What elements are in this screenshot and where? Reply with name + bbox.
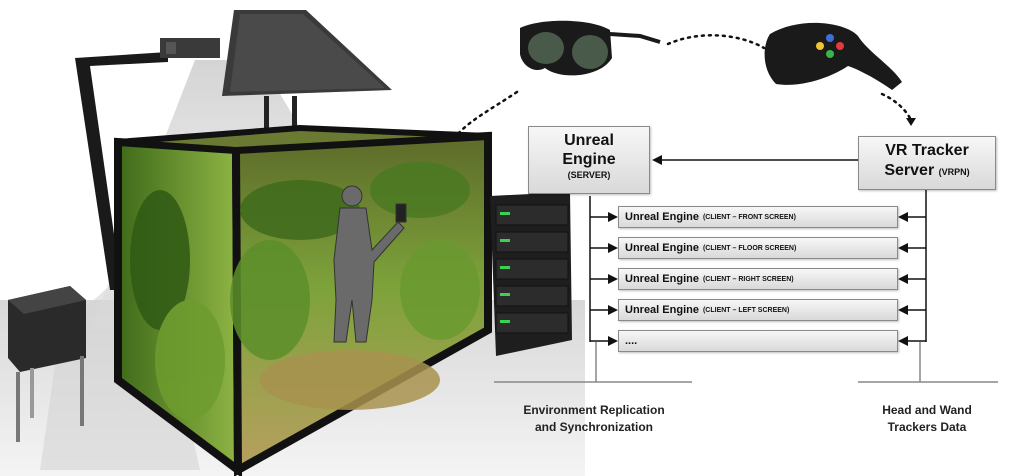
caption-right-line2: Trackers Data bbox=[887, 420, 967, 434]
floor-projector bbox=[8, 286, 86, 442]
tracker-server-box: VR Tracker Server (VRPN) bbox=[858, 136, 996, 190]
cave-back-wall bbox=[117, 124, 489, 154]
server-box: Unreal Engine (SERVER) bbox=[528, 126, 650, 194]
caption-environment-replication: Environment Replication and Synchronizat… bbox=[494, 402, 694, 436]
client-name: Unreal Engine bbox=[625, 211, 699, 223]
glasses-wand-link bbox=[666, 34, 766, 50]
server-rack bbox=[490, 192, 572, 356]
user-silhouette bbox=[333, 185, 407, 343]
client-box-left: Unreal Engine (CLIENT – LEFT SCREEN) bbox=[618, 299, 898, 321]
client-name: Unreal Engine bbox=[625, 273, 699, 285]
network-lines bbox=[494, 159, 998, 383]
overhead-projector-rig bbox=[75, 10, 392, 290]
client-role: (CLIENT – LEFT SCREEN) bbox=[702, 306, 790, 314]
tracker-title-line2: Server bbox=[884, 162, 935, 179]
caption-trackers-data: Head and Wand Trackers Data bbox=[852, 402, 1002, 436]
server-subtitle: (SERVER) bbox=[567, 170, 611, 180]
caption-left-line1: Environment Replication bbox=[523, 403, 665, 417]
client-box-right: Unreal Engine (CLIENT – RIGHT SCREEN) bbox=[618, 268, 898, 290]
caption-left-line2: and Synchronization bbox=[534, 420, 653, 434]
tracker-subtitle: (VRPN) bbox=[938, 167, 970, 177]
client-box-more: .... bbox=[618, 330, 898, 352]
client-box-front: Unreal Engine (CLIENT – FRONT SCREEN) bbox=[618, 206, 898, 228]
tracker-title-line1: VR Tracker bbox=[885, 142, 969, 159]
glasses-cave-link bbox=[454, 90, 519, 138]
client-name: .... bbox=[625, 335, 638, 347]
client-role: (CLIENT – FRONT SCREEN) bbox=[702, 213, 796, 221]
server-title-line2: Engine bbox=[562, 151, 616, 168]
client-name: Unreal Engine bbox=[625, 304, 699, 316]
3d-glasses bbox=[520, 20, 661, 76]
cave-display bbox=[114, 124, 492, 476]
caption-right-line1: Head and Wand bbox=[882, 403, 972, 417]
wand-controller bbox=[764, 22, 902, 90]
client-name: Unreal Engine bbox=[625, 242, 699, 254]
arrowheads bbox=[608, 155, 908, 346]
client-role: (CLIENT – FLOOR SCREEN) bbox=[702, 244, 797, 252]
server-title-line1: Unreal bbox=[564, 132, 614, 149]
client-box-floor: Unreal Engine (CLIENT – FLOOR SCREEN) bbox=[618, 237, 898, 259]
client-role: (CLIENT – RIGHT SCREEN) bbox=[702, 275, 794, 283]
wand-tracker-link bbox=[880, 92, 912, 120]
